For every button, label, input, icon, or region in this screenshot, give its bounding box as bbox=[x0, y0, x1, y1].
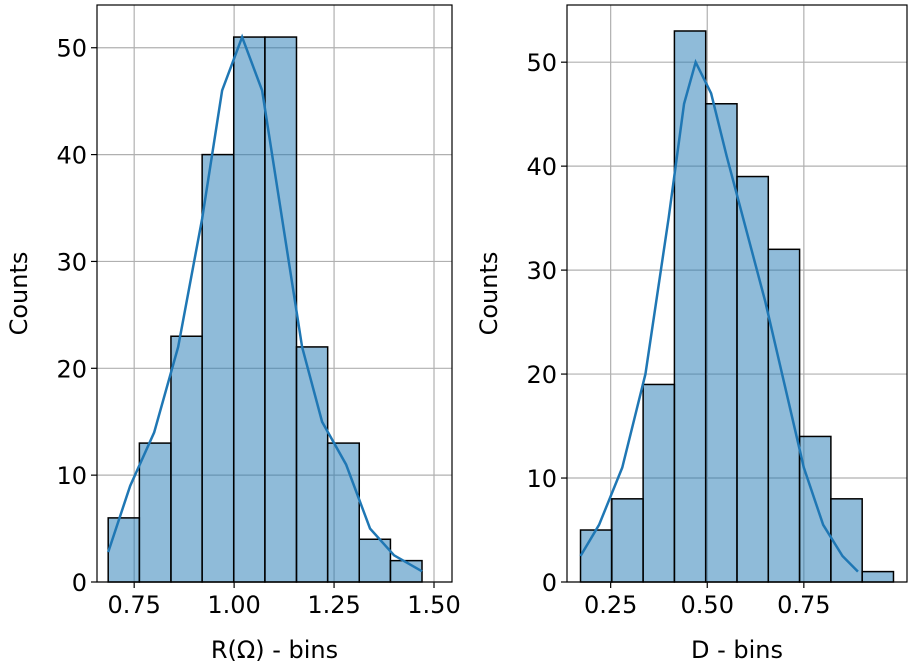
y-tick-label: 10 bbox=[56, 462, 87, 490]
bar bbox=[736, 175, 770, 583]
y-axis-label: Counts bbox=[5, 252, 33, 336]
bar bbox=[107, 517, 141, 583]
x-axis-label: R(Ω) - bins bbox=[211, 636, 338, 664]
bar bbox=[767, 248, 801, 583]
bar bbox=[170, 335, 203, 583]
y-tick-label: 20 bbox=[526, 361, 557, 389]
y-tick-label: 0 bbox=[72, 569, 87, 597]
x-axis-label: D - bins bbox=[691, 636, 783, 664]
y-tick-label: 40 bbox=[526, 153, 557, 181]
y-tick-label: 40 bbox=[56, 142, 87, 170]
axes-frame bbox=[96, 4, 453, 583]
x-tick-label: 1.50 bbox=[407, 591, 460, 619]
bar bbox=[673, 30, 707, 583]
bar bbox=[704, 103, 738, 583]
x-tick-label: 0.75 bbox=[777, 591, 830, 619]
y-tick-label: 0 bbox=[542, 569, 557, 597]
bar bbox=[138, 442, 172, 583]
x-tick-label: 1.25 bbox=[307, 591, 360, 619]
x-tick-label: 0.50 bbox=[681, 591, 734, 619]
x-tick-label: 0.25 bbox=[584, 591, 637, 619]
kde-line bbox=[107, 33, 423, 573]
bar bbox=[642, 383, 676, 583]
y-tick-label: 50 bbox=[56, 35, 87, 63]
bar bbox=[861, 570, 895, 583]
bar bbox=[326, 442, 361, 583]
axes-frame bbox=[566, 4, 908, 583]
bar bbox=[264, 36, 298, 583]
x-tick-label: 0.75 bbox=[107, 591, 160, 619]
bar bbox=[201, 153, 235, 583]
y-axis-label: Counts bbox=[475, 252, 503, 336]
y-tick-label: 10 bbox=[526, 465, 557, 493]
bar bbox=[798, 435, 832, 583]
y-tick-label: 30 bbox=[526, 257, 557, 285]
bar bbox=[389, 559, 423, 583]
x-tick-label: 1.00 bbox=[207, 591, 260, 619]
y-tick-label: 30 bbox=[56, 248, 87, 276]
bar bbox=[579, 529, 613, 583]
y-tick-label: 20 bbox=[56, 355, 87, 383]
y-tick-label: 50 bbox=[526, 49, 557, 77]
bar bbox=[611, 498, 644, 583]
bar bbox=[232, 36, 266, 583]
kde-line bbox=[579, 58, 859, 573]
